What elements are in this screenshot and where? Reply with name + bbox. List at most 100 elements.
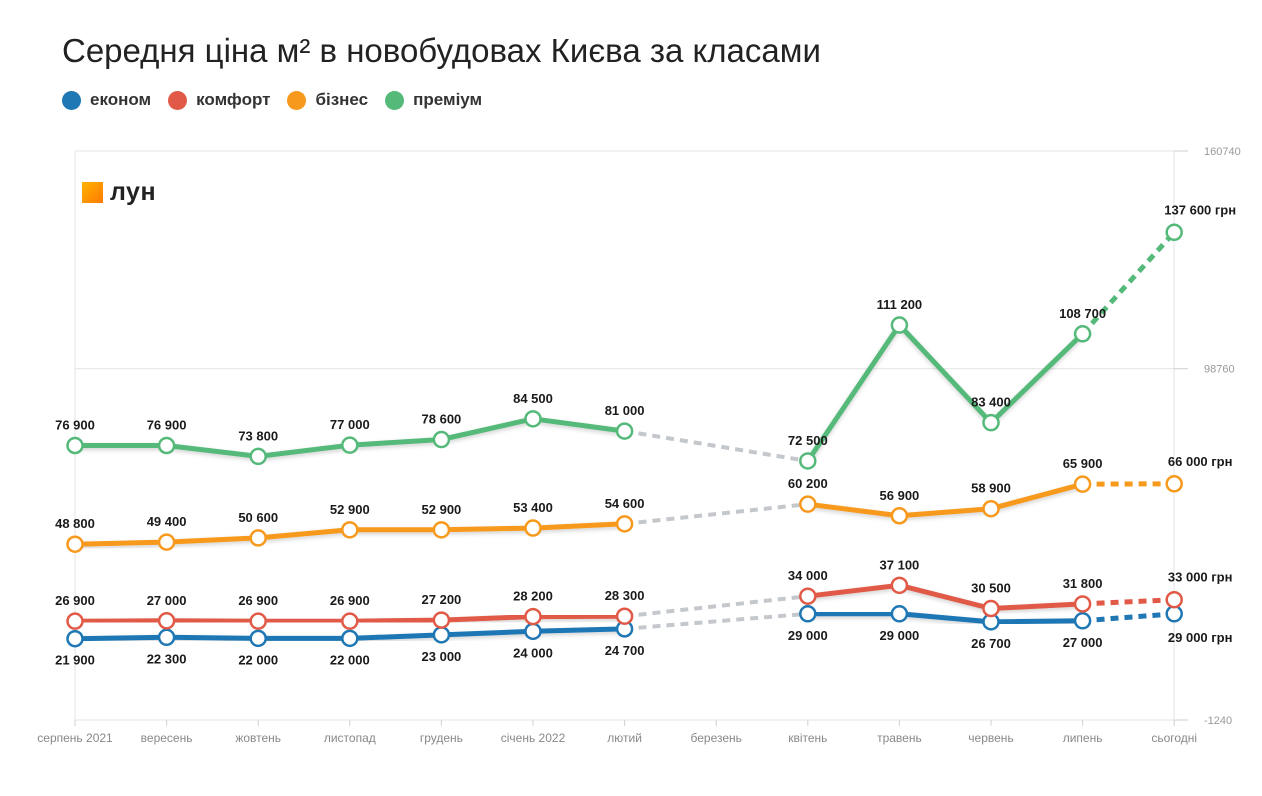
data-point[interactable] xyxy=(799,605,817,623)
data-point[interactable] xyxy=(157,612,176,630)
series-line-3 xyxy=(805,322,1086,464)
legend-marker-econom xyxy=(62,90,81,110)
data-point[interactable] xyxy=(982,499,1000,518)
data-point[interactable] xyxy=(1165,605,1183,623)
data-point[interactable] xyxy=(249,629,267,648)
data-point[interactable] xyxy=(615,607,634,625)
legend: економ комфорт бізнес преміум xyxy=(62,90,499,110)
data-point[interactable] xyxy=(524,519,542,537)
logo-text: лун xyxy=(110,178,157,206)
x-tick-label: грудень xyxy=(420,731,463,745)
data-point[interactable] xyxy=(66,629,84,648)
series-gap-bridge-0 xyxy=(624,611,808,631)
legend-item-business[interactable]: бізнес xyxy=(287,90,368,110)
legend-item-comfort[interactable]: комфорт xyxy=(168,90,270,110)
data-label: 56 900 xyxy=(880,488,920,503)
data-label: 31 800 xyxy=(1063,576,1103,591)
data-point[interactable] xyxy=(799,587,817,605)
data-point[interactable] xyxy=(799,452,817,470)
data-point[interactable] xyxy=(799,495,817,513)
legend-label-comfort: комфорт xyxy=(196,90,271,109)
data-point[interactable] xyxy=(890,507,909,525)
x-tick-label: липень xyxy=(1063,731,1103,745)
data-point[interactable] xyxy=(982,413,1000,432)
x-tick-label: березень xyxy=(690,731,741,745)
data-point[interactable] xyxy=(1165,590,1183,609)
data-point[interactable] xyxy=(432,430,451,449)
data-point[interactable] xyxy=(890,316,909,334)
data-label: 83 400 xyxy=(971,395,1011,410)
data-point[interactable] xyxy=(341,436,359,454)
data-label: 22 300 xyxy=(147,651,187,666)
data-label: 108 700 xyxy=(1059,306,1106,321)
data-label: 65 900 xyxy=(1063,456,1103,471)
data-point[interactable] xyxy=(341,612,359,630)
data-label: 24 700 xyxy=(605,643,645,658)
series-gap-bridge-2 xyxy=(624,502,809,526)
data-label: 22 000 xyxy=(238,652,278,667)
data-label: 73 800 xyxy=(238,428,278,443)
data-label: 26 700 xyxy=(971,636,1011,651)
x-tick-label: сьогодні xyxy=(1151,731,1197,745)
data-point[interactable] xyxy=(890,576,909,595)
data-point[interactable] xyxy=(157,628,176,647)
data-point[interactable] xyxy=(249,447,267,466)
data-point[interactable] xyxy=(524,607,542,626)
data-point[interactable] xyxy=(432,611,451,629)
data-point[interactable] xyxy=(432,521,451,539)
legend-marker-comfort xyxy=(168,90,188,110)
legend-item-econom[interactable]: економ xyxy=(62,90,151,110)
data-point[interactable] xyxy=(524,622,542,641)
data-point[interactable] xyxy=(1073,612,1092,630)
data-point[interactable] xyxy=(66,612,84,630)
data-point[interactable] xyxy=(890,605,909,623)
data-point[interactable] xyxy=(615,515,634,533)
data-label: 28 300 xyxy=(605,588,645,603)
data-point[interactable] xyxy=(157,436,176,455)
data-point[interactable] xyxy=(982,599,1000,618)
data-point[interactable] xyxy=(341,521,359,539)
data-label: 27 000 xyxy=(1063,635,1103,650)
data-point[interactable] xyxy=(1165,223,1183,242)
data-point[interactable] xyxy=(249,612,267,630)
data-label: 137 600 грн xyxy=(1164,202,1236,217)
data-label: 23 000 xyxy=(422,649,462,664)
data-point[interactable] xyxy=(1073,595,1092,613)
data-point[interactable] xyxy=(66,535,84,553)
series-projection-3 xyxy=(1080,230,1177,336)
data-point[interactable] xyxy=(1073,325,1092,343)
data-label: 84 500 xyxy=(513,391,553,406)
series-gap-bridge-3 xyxy=(624,429,809,463)
data-label: 30 500 xyxy=(971,581,1011,596)
data-label: 26 900 xyxy=(330,593,370,608)
data-point[interactable] xyxy=(66,436,84,455)
data-label: 28 200 xyxy=(513,589,553,604)
data-label: 33 000 грн xyxy=(1168,570,1233,585)
data-label: 77 000 xyxy=(330,417,370,432)
legend-label-econom: економ xyxy=(90,90,152,109)
x-tick-label: серпень 2021 xyxy=(37,731,113,745)
data-label: 53 400 xyxy=(513,500,553,515)
data-label: 111 200 xyxy=(877,297,923,312)
data-point[interactable] xyxy=(1073,475,1092,493)
y-tick-label: 160740 xyxy=(1204,146,1241,158)
legend-item-premium[interactable]: преміум xyxy=(385,90,482,110)
data-label: 76 900 xyxy=(55,418,95,433)
legend-label-business: бізнес xyxy=(315,90,369,109)
series-line-1 xyxy=(805,582,1086,611)
data-label: 37 100 xyxy=(880,557,920,572)
data-label: 21 900 xyxy=(55,653,95,668)
data-point[interactable] xyxy=(524,410,542,428)
series-projection-0 xyxy=(1082,611,1175,624)
data-label: 27 200 xyxy=(422,592,462,607)
data-point[interactable] xyxy=(432,626,451,644)
data-point[interactable] xyxy=(615,422,634,440)
data-point[interactable] xyxy=(1165,475,1183,493)
y-tick-label: -1240 xyxy=(1204,715,1232,727)
data-point[interactable] xyxy=(249,529,267,547)
data-point[interactable] xyxy=(341,629,359,648)
data-label: 66 000 грн xyxy=(1168,454,1233,469)
data-label: 48 800 xyxy=(55,516,95,531)
data-point[interactable] xyxy=(157,533,176,551)
